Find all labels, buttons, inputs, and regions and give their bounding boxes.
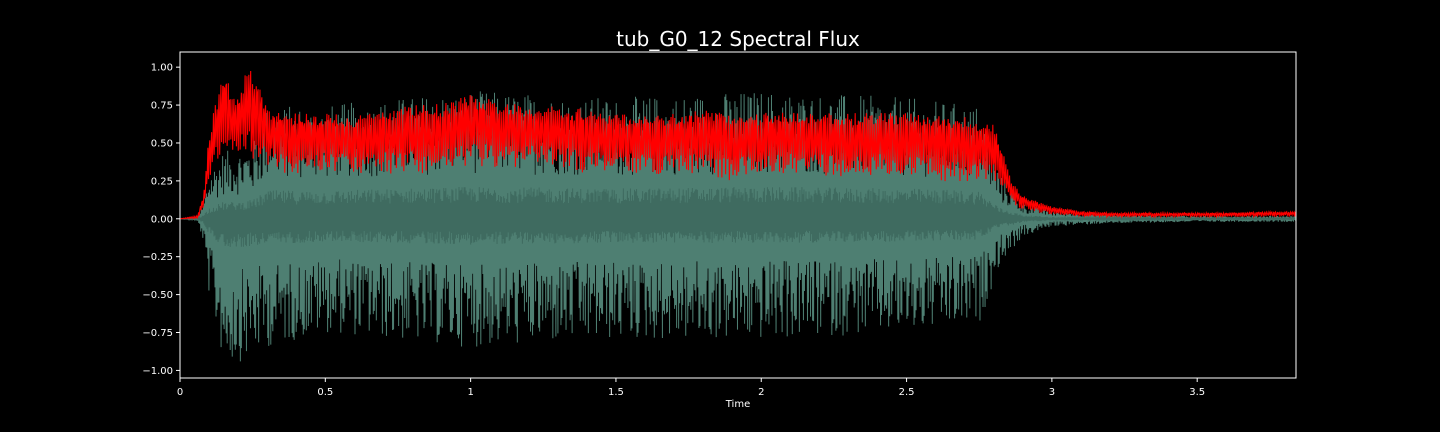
y-tick-label: −0.50	[142, 290, 173, 301]
y-tick-label: 0.25	[151, 176, 173, 187]
x-axis-label: Time	[725, 399, 750, 410]
waveform-core-line	[179, 187, 1297, 247]
x-axis-ticks: 0 0.5 1 1.5 2 2.5 3 3.5	[177, 378, 1205, 398]
x-tick-label: 3	[1049, 387, 1055, 398]
x-tick-label: 0	[177, 387, 183, 398]
y-tick-label: 0.75	[151, 101, 173, 112]
x-tick-label: 2	[758, 387, 764, 398]
y-axis-ticks: −1.00 −0.75 −0.50 −0.25 0.00 0.25 0.50 0.75 1.00	[142, 63, 180, 377]
x-tick-label: 1.5	[608, 387, 624, 398]
y-tick-label: 1.00	[151, 63, 173, 74]
plot-frame	[179, 51, 1297, 379]
y-tick-label: −0.75	[142, 328, 173, 339]
chart-title: tub_G0_12 Spectral Flux	[616, 27, 860, 51]
y-tick-label: −0.25	[142, 252, 173, 263]
spectral-flux-series	[179, 70, 1297, 220]
x-tick-label: 2.5	[899, 387, 915, 398]
x-tick-label: 1	[467, 387, 473, 398]
y-tick-label: 0.50	[151, 138, 173, 149]
x-tick-label: 0.5	[317, 387, 333, 398]
x-tick-label: 3.5	[1189, 387, 1205, 398]
y-tick-label: −1.00	[142, 366, 173, 377]
y-tick-label: 0.00	[151, 214, 173, 225]
axes	[179, 51, 1297, 379]
spectral-flux-line	[179, 70, 1297, 220]
